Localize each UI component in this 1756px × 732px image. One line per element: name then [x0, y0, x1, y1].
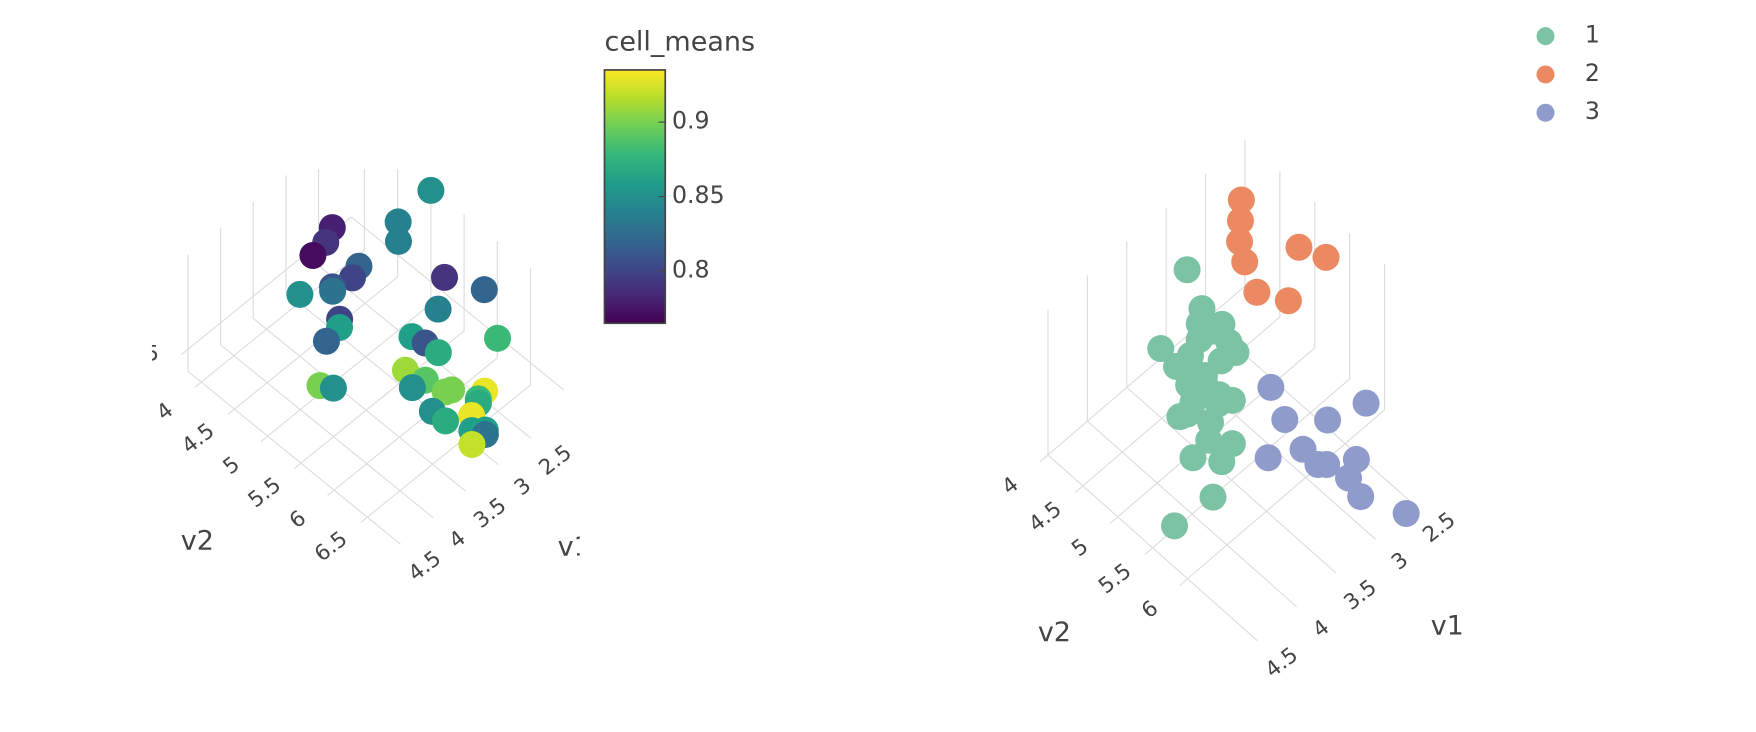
grid-line [227, 276, 399, 415]
colorbar-tick-label: 0.8 [672, 256, 710, 284]
legend-label: 3 [1585, 97, 1600, 125]
point [1312, 243, 1340, 271]
grid-line [350, 216, 565, 391]
point [319, 277, 347, 305]
grid-line [220, 344, 434, 519]
grid-line [252, 317, 467, 492]
point [1226, 207, 1254, 235]
y-tick-label: 6.5 [310, 527, 352, 568]
point [1173, 256, 1201, 284]
point [1274, 287, 1302, 315]
point [470, 276, 498, 304]
grid-line [187, 370, 401, 545]
point [1285, 233, 1313, 261]
legend-marker [1536, 103, 1555, 122]
y-tick-label: 5 [1067, 534, 1093, 562]
point [1352, 389, 1380, 417]
x-tick-label: 4 [1308, 615, 1334, 643]
point [1392, 499, 1420, 527]
point [312, 327, 340, 355]
point [1226, 228, 1254, 256]
grid-line [360, 384, 531, 523]
y-tick-label: 5.5 [1094, 559, 1136, 600]
point [1208, 448, 1236, 476]
point [1257, 373, 1285, 401]
colorbar [603, 69, 667, 325]
point [384, 227, 412, 255]
y-tick-label: 4.5 [1024, 497, 1066, 538]
point [1347, 483, 1375, 511]
point [1314, 406, 1342, 434]
colorbar-title: cell_means [604, 26, 755, 57]
colorbar-tick-label: 0.9 [672, 107, 710, 135]
x-tick-label: 2.5 [534, 440, 576, 481]
point [1199, 483, 1227, 511]
point [299, 241, 327, 269]
point [1160, 512, 1189, 540]
point [1166, 403, 1194, 431]
z-tick-label: 5 [145, 342, 159, 367]
x-tick-label: 3.5 [469, 493, 511, 534]
y-tick-label: 4.5 [177, 418, 219, 459]
colorbar-tick-label: 0.85 [672, 181, 725, 209]
point [1179, 444, 1207, 472]
x-tick-label: 4 [445, 526, 471, 554]
x-tick-label: 3 [1387, 547, 1413, 575]
point [484, 324, 512, 352]
x-tick-label: 2.5 [1418, 507, 1460, 548]
point [417, 176, 445, 204]
y-tick-label: 5.5 [244, 472, 286, 513]
point [1231, 248, 1259, 276]
point [398, 374, 426, 402]
grid-line [194, 249, 365, 388]
legend-marker [1536, 65, 1555, 84]
y-tick-label: 4 [997, 472, 1023, 500]
point [319, 374, 347, 402]
legend-label: 1 [1585, 21, 1600, 49]
y-tick-label: 5 [219, 452, 245, 480]
grid-line [1179, 409, 1385, 586]
grid-line [260, 303, 432, 442]
y-tick-label: 6 [1137, 596, 1163, 624]
x-tick-label: 4.5 [1261, 642, 1303, 683]
y-axis-title: v2 [1038, 617, 1071, 648]
x-tick-label: 4.5 [404, 546, 446, 587]
point [1195, 426, 1223, 454]
overlay: cell_means 0.8 0.85 0.9 1 2 3 [603, 21, 1600, 325]
point [458, 430, 486, 458]
point [1313, 450, 1341, 479]
y-tick-label: 6 [285, 506, 311, 534]
point [1227, 186, 1255, 214]
point [431, 378, 459, 406]
grid-line [327, 357, 498, 496]
x-axis-title: v1 [1431, 611, 1464, 642]
point [384, 208, 412, 236]
x-tick-label: 3.5 [1340, 575, 1382, 616]
point [432, 407, 460, 435]
x-tick-label: 3 [510, 473, 536, 501]
point [431, 263, 459, 291]
point [1243, 278, 1271, 306]
y-axis-title: v2 [181, 525, 214, 556]
x-axis-title: v1 [558, 532, 591, 563]
point [1271, 405, 1299, 433]
point [1254, 444, 1282, 472]
point [424, 339, 452, 367]
legend-label: 2 [1585, 59, 1600, 87]
point [286, 280, 314, 308]
point [424, 295, 452, 323]
point [1147, 335, 1175, 363]
legend-marker [1536, 27, 1555, 46]
y-tick-label: 4 [152, 398, 178, 426]
